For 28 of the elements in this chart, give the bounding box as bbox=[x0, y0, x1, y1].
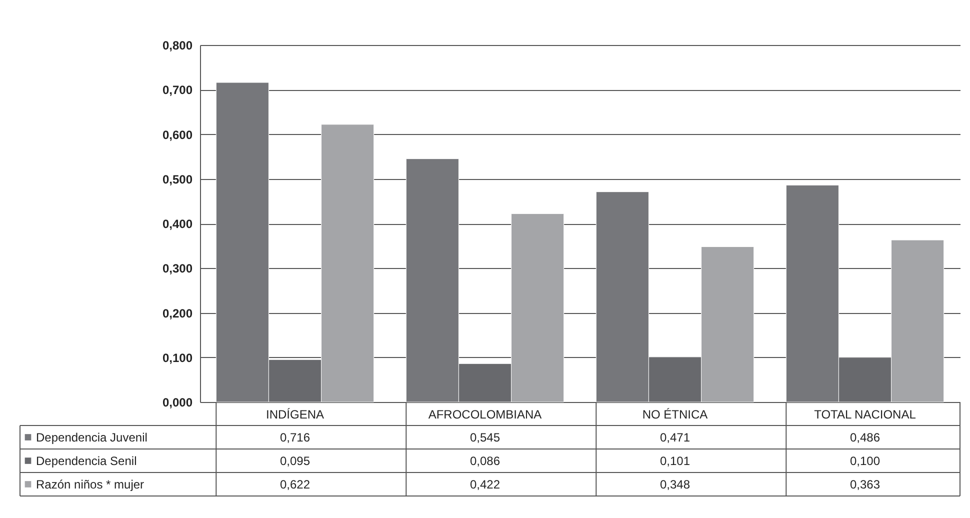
y-tick-label: 0,500 bbox=[162, 172, 193, 186]
data-label: 0,363 bbox=[850, 477, 880, 492]
x-tick-label: NO ÉTNICA bbox=[642, 408, 708, 422]
x-tick-label: AFROCOLOMBIANA bbox=[428, 408, 542, 422]
y-tick-label: 0,700 bbox=[162, 83, 193, 98]
legend-label: Razón niños * mujer bbox=[36, 477, 144, 492]
data-label: 0,716 bbox=[280, 430, 310, 444]
data-label: 0,486 bbox=[850, 430, 880, 444]
legend-label: Dependencia Senil bbox=[36, 454, 137, 468]
y-tick-label: 0,400 bbox=[162, 217, 193, 231]
legend-label: Dependencia Juvenil bbox=[36, 430, 148, 444]
y-tick-label: 0,800 bbox=[162, 38, 193, 52]
y-tick-label: 0,300 bbox=[162, 262, 193, 276]
x-tick-label: TOTAL NACIONAL bbox=[814, 408, 916, 422]
data-label: 0,086 bbox=[470, 454, 500, 468]
data-label: 0,422 bbox=[470, 477, 500, 492]
y-tick-label: 0,600 bbox=[162, 128, 193, 142]
y-tick-label: 0,200 bbox=[162, 306, 193, 320]
data-label: 0,348 bbox=[660, 477, 690, 492]
data-label: 0,101 bbox=[660, 454, 690, 468]
y-tick-label: 0,100 bbox=[162, 350, 193, 365]
data-label: 0,545 bbox=[470, 430, 500, 444]
data-label: 0,471 bbox=[660, 430, 690, 444]
y-tick-label: 0,000 bbox=[162, 396, 193, 410]
data-label: 0,622 bbox=[280, 477, 310, 492]
data-label: 0,100 bbox=[850, 454, 880, 468]
x-tick-label: INDÍGENA bbox=[266, 408, 324, 422]
data-label: 0,095 bbox=[280, 454, 310, 468]
